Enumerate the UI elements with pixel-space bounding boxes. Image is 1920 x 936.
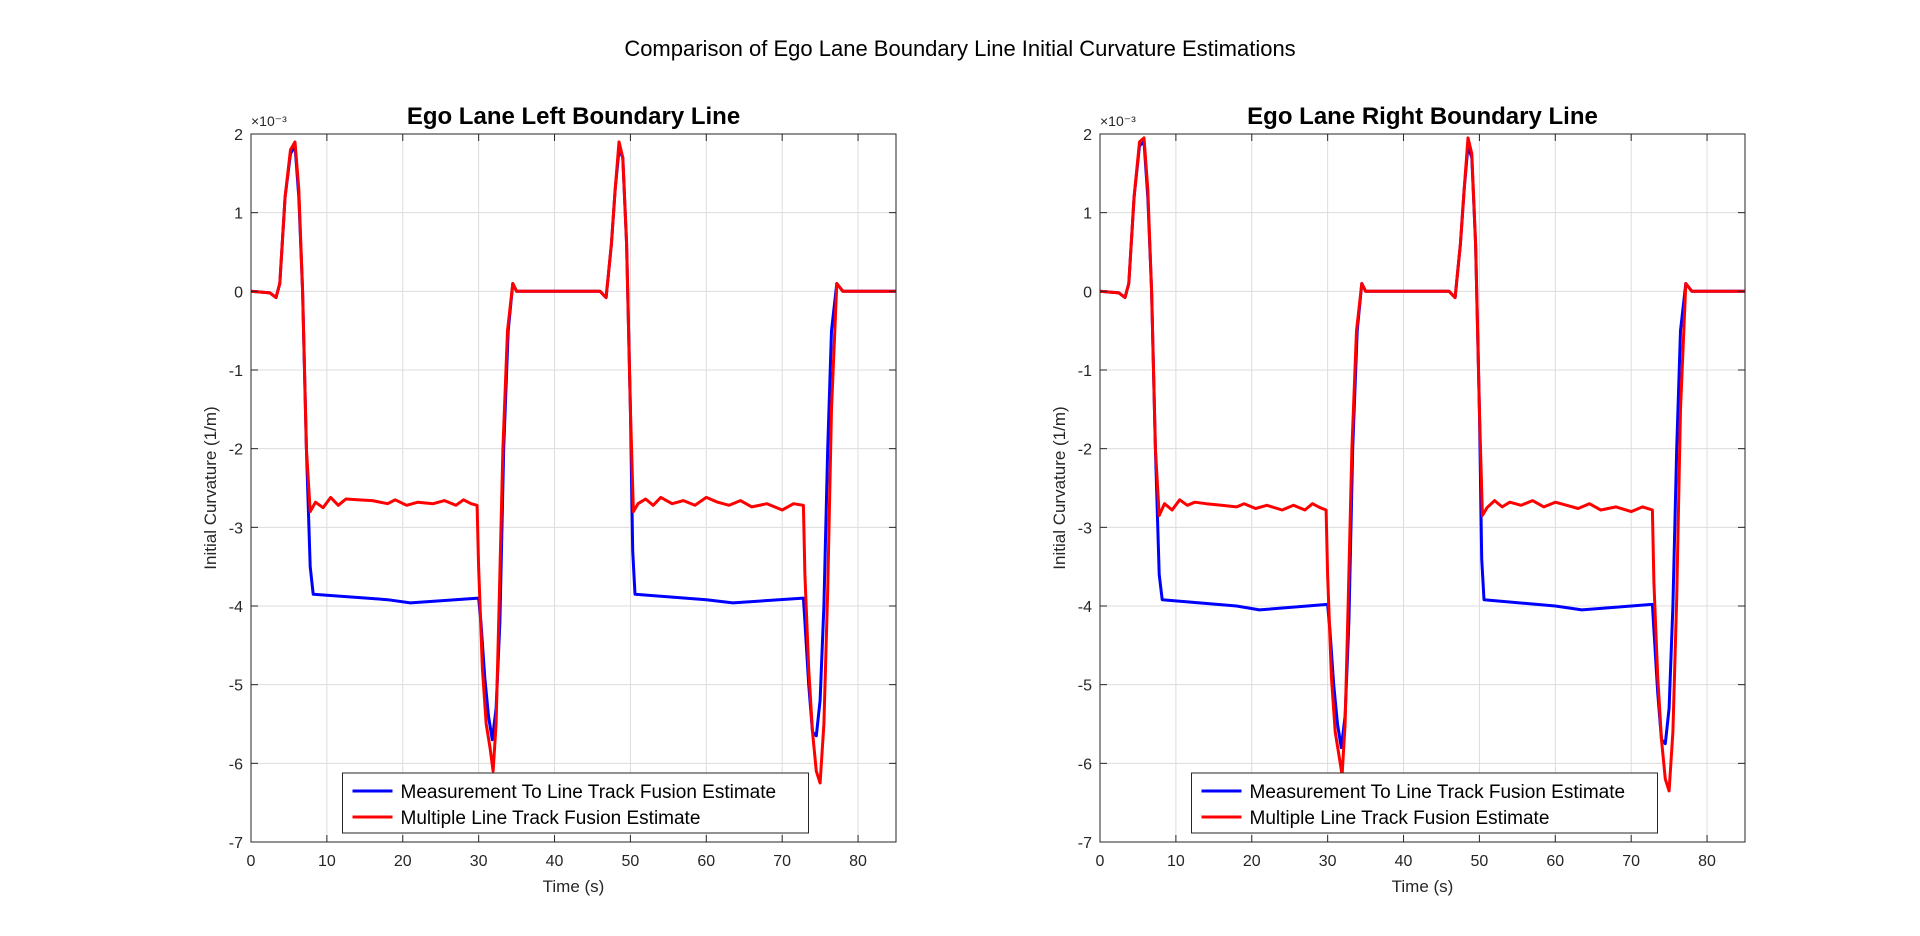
x-tick-label: 60 (697, 853, 715, 870)
legend: Measurement To Line Track Fusion Estimat… (342, 772, 809, 834)
y-tick-label: -4 (229, 599, 243, 616)
x-tick-label: 70 (1622, 853, 1640, 870)
legend-box (1191, 772, 1658, 834)
x-tick-label: 10 (318, 853, 336, 870)
y-tick-label: -1 (1078, 363, 1092, 380)
legend-box (342, 772, 809, 834)
x-tick-label: 40 (546, 853, 564, 870)
x-tick-label: 0 (1096, 853, 1105, 870)
y-axis-label: Initial Curvature (1/m) (201, 406, 220, 569)
x-axis-label: Time (s) (1392, 877, 1454, 896)
plot-left-boundary: 0 10 20 30 40 50 60 70 80 -7 -6 -5 -4 -3 -2 -1 0 1 2 ×10⁻³ E… (201, 103, 897, 896)
y-multiplier: ×10⁻³ (1100, 113, 1136, 129)
axes-title: Ego Lane Left Boundary Line (407, 103, 740, 130)
y-tick-label: -1 (229, 363, 243, 380)
y-tick-label: 1 (234, 206, 243, 223)
x-tick-label: 70 (773, 853, 791, 870)
legend-label-1: Measurement To Line Track Fusion Estimat… (401, 782, 777, 803)
series-line-2 (1099, 136, 1745, 793)
axes-frame (1099, 133, 1746, 843)
y-tick-label: -5 (1078, 678, 1092, 695)
y-axis-label: Initial Curvature (1/m) (1050, 406, 1069, 569)
x-tick-label: 80 (849, 853, 867, 870)
x-tick-label: 30 (1319, 853, 1337, 870)
y-tick-label: -2 (1078, 442, 1092, 459)
legend-label-2: Multiple Line Track Fusion Estimate (401, 808, 701, 829)
y-tick-label: -2 (229, 442, 243, 459)
y-tick-label: -4 (1078, 599, 1092, 616)
y-tick-label: 2 (234, 127, 243, 144)
y-tick-label: 2 (1083, 127, 1092, 144)
y-tick-label: 0 (1083, 284, 1092, 301)
y-tick-label: -5 (229, 678, 243, 695)
plot-area (251, 134, 896, 842)
y-tick-label: -7 (229, 835, 243, 852)
axes-frame (250, 133, 897, 843)
x-tick-label: 10 (1167, 853, 1185, 870)
x-tick-label: 40 (1395, 853, 1413, 870)
legend-label-2: Multiple Line Track Fusion Estimate (1250, 808, 1550, 829)
x-tick-label: 20 (394, 853, 412, 870)
x-axis-label: Time (s) (543, 877, 605, 896)
x-tick-label: 20 (1243, 853, 1261, 870)
series-line-2 (250, 140, 896, 785)
x-tick-label: 60 (1546, 853, 1564, 870)
y-tick-label: 0 (234, 284, 243, 301)
x-tick-label: 80 (1698, 853, 1716, 870)
axes-title: Ego Lane Right Boundary Line (1247, 103, 1598, 130)
x-tick-label: 50 (1471, 853, 1489, 870)
legend-label-1: Measurement To Line Track Fusion Estimat… (1250, 782, 1626, 803)
y-multiplier: ×10⁻³ (251, 113, 287, 129)
figure-title: Comparison of Ego Lane Boundary Line Ini… (624, 36, 1295, 61)
x-tick-label: 50 (622, 853, 640, 870)
y-tick-label: -6 (229, 756, 243, 773)
plot-right-boundary: 0 10 20 30 40 50 60 70 80 -7 -6 -5 -4 -3 -2 -1 0 1 2 ×10⁻³ E… (1050, 103, 1746, 896)
y-tick-label: -3 (1078, 520, 1092, 537)
x-tick-label: 0 (247, 853, 256, 870)
y-tick-label: -6 (1078, 756, 1092, 773)
y-tick-label: -7 (1078, 835, 1092, 852)
x-tick-label: 30 (470, 853, 488, 870)
y-tick-label: 1 (1083, 206, 1092, 223)
y-tick-label: -3 (229, 520, 243, 537)
plot-area (1100, 134, 1745, 842)
legend: Measurement To Line Track Fusion Estimat… (1191, 772, 1658, 834)
